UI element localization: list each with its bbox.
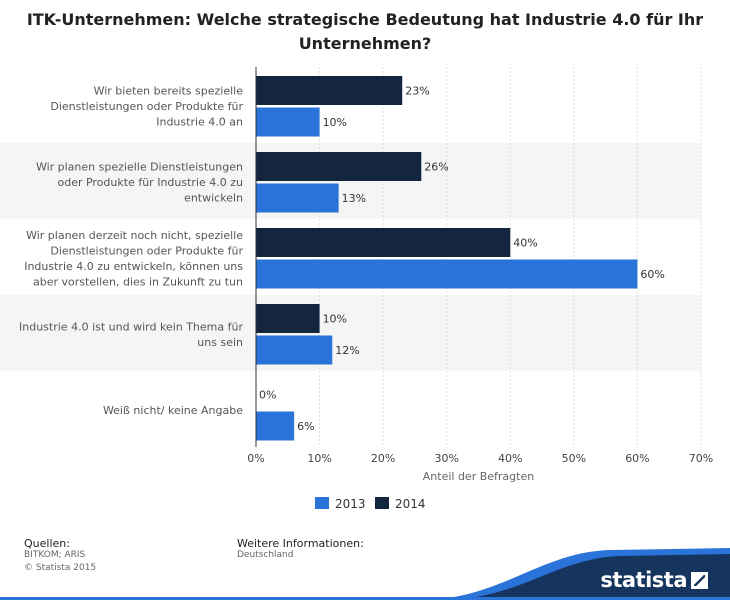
statista-logo[interactable]: statista <box>600 568 708 592</box>
x-axis-title: Anteil der Befragten <box>423 470 534 483</box>
bar-2013 <box>256 107 320 137</box>
category-label-line: Wir bieten bereits spezielle <box>94 85 244 98</box>
category-label-line: Dienstleistungen oder Produkte für <box>50 244 243 257</box>
category-label-line: Weiß nicht/ keine Angabe <box>103 404 243 417</box>
category-label-line: oder Produkte für Industrie 4.0 zu <box>57 176 243 189</box>
data-label-2014: 23% <box>405 85 429 98</box>
x-tick-label: 50% <box>562 452 586 465</box>
chart-title: ITK-Unternehmen: Welche strategische Bed… <box>26 10 704 53</box>
data-label-2013: 10% <box>323 116 347 129</box>
bar-2013 <box>256 259 638 289</box>
legend-swatch-2014 <box>375 497 389 509</box>
category-label-line: Wir planen spezielle Dienstleistungen <box>36 161 243 174</box>
x-tick-label: 10% <box>307 452 331 465</box>
source-line-1: BITKOM; ARIS <box>24 550 86 560</box>
x-tick-label: 0% <box>247 452 264 465</box>
category-label: Wir planen spezielle Dienstleistungen ode… <box>36 161 243 205</box>
data-label-2014: 0% <box>259 389 276 402</box>
data-label-2013: 12% <box>335 344 359 357</box>
brand-name: statista <box>600 568 687 592</box>
category-label: Wir planen derzeit noch nicht, spezielle… <box>24 229 243 289</box>
sources-label: Quellen: <box>24 537 70 550</box>
bar-2013 <box>256 335 333 365</box>
x-tick-label: 40% <box>498 452 522 465</box>
x-tick-label: 60% <box>625 452 649 465</box>
category-label-line: Industrie 4.0 an <box>156 116 243 129</box>
x-tick-label: 70% <box>689 452 713 465</box>
bar-2014 <box>256 152 422 181</box>
source-line-2: © Statista 2015 <box>24 563 97 573</box>
bar-2014 <box>256 76 403 105</box>
bar-2014 <box>256 304 320 333</box>
category-label-line: Wir planen derzeit noch nicht, spezielle <box>26 229 243 242</box>
category-label-line: uns sein <box>197 336 243 349</box>
bar-2013 <box>256 411 295 441</box>
category-label-line: Industrie 4.0 ist und wird kein Thema fü… <box>19 320 243 333</box>
bar-2013 <box>256 183 339 213</box>
category-label: Wir bieten bereits spezielle Dienstleistu… <box>50 85 243 129</box>
data-label-2013: 6% <box>297 420 314 433</box>
data-label-2014: 26% <box>424 161 448 174</box>
x-tick-label: 20% <box>371 452 395 465</box>
data-label-2014: 10% <box>323 313 347 326</box>
x-tick-label: 30% <box>434 452 458 465</box>
category-band <box>0 295 701 371</box>
legend-label-2013: 2013 <box>335 497 366 511</box>
category-label: Weiß nicht/ keine Angabe <box>103 404 243 417</box>
info-value: Deutschland <box>237 550 294 560</box>
category-label: Industrie 4.0 ist und wird kein Thema fü… <box>19 320 243 349</box>
legend-label-2014: 2014 <box>395 497 426 511</box>
statista-logo-mark-icon <box>691 571 708 589</box>
category-label-line: Industrie 4.0 zu entwickeln, können uns <box>24 260 243 273</box>
category-label-line: aber vorstellen, dies in Zukunft zu tun <box>33 275 243 288</box>
data-label-2013: 13% <box>342 192 366 205</box>
sources-value: BITKOM; ARIS © Statista 2015 <box>24 549 96 575</box>
footer-wave <box>0 548 730 600</box>
category-label-line: entwickeln <box>184 192 243 205</box>
data-label-2013: 60% <box>640 268 664 281</box>
bar-2014 <box>256 228 511 257</box>
legend-swatch-2013 <box>315 497 329 509</box>
category-label-line: Dienstleistungen oder Produkte für <box>50 100 243 113</box>
info-label: Weitere Informationen: <box>237 537 364 550</box>
data-label-2014: 40% <box>513 237 537 250</box>
